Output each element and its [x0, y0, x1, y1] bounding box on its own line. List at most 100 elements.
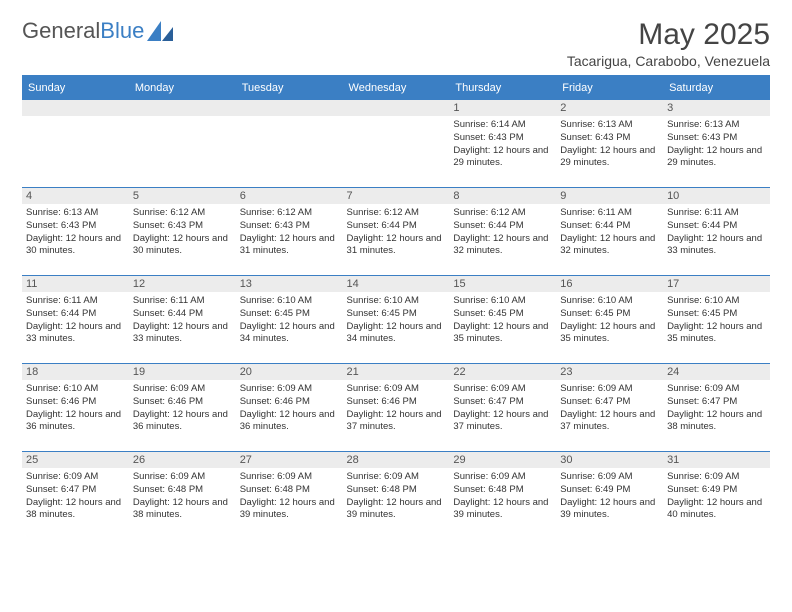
sunset-text: Sunset: 6:45 PM	[240, 308, 339, 321]
day-info: Sunrise: 6:09 AMSunset: 6:48 PMDaylight:…	[453, 471, 552, 522]
day-info: Sunrise: 6:09 AMSunset: 6:47 PMDaylight:…	[26, 471, 125, 522]
calendar-day-cell: 18 Sunrise: 6:10 AMSunset: 6:46 PMDayligh…	[22, 364, 129, 452]
calendar-day-cell	[236, 100, 343, 188]
daylight-text: Daylight: 12 hours and 39 minutes.	[453, 497, 552, 523]
calendar-day-cell: 15 Sunrise: 6:10 AMSunset: 6:45 PMDayligh…	[449, 276, 556, 364]
sunset-text: Sunset: 6:49 PM	[560, 484, 659, 497]
day-number: 18	[22, 364, 129, 380]
sunrise-text: Sunrise: 6:09 AM	[240, 383, 339, 396]
sunrise-text: Sunrise: 6:10 AM	[26, 383, 125, 396]
sunset-text: Sunset: 6:44 PM	[347, 220, 446, 233]
day-info: Sunrise: 6:10 AMSunset: 6:45 PMDaylight:…	[453, 295, 552, 346]
sunrise-text: Sunrise: 6:13 AM	[26, 207, 125, 220]
brand-part1: General	[22, 18, 100, 44]
day-number	[22, 100, 129, 116]
day-info: Sunrise: 6:09 AMSunset: 6:47 PMDaylight:…	[667, 383, 766, 434]
title-block: May 2025 Tacarigua, Carabobo, Venezuela	[567, 18, 770, 69]
weekday-header: Monday	[129, 77, 236, 100]
daylight-text: Daylight: 12 hours and 35 minutes.	[667, 321, 766, 347]
daylight-text: Daylight: 12 hours and 35 minutes.	[453, 321, 552, 347]
sail-icon	[147, 21, 173, 41]
weekday-header: Friday	[556, 77, 663, 100]
sunrise-text: Sunrise: 6:09 AM	[667, 383, 766, 396]
daylight-text: Daylight: 12 hours and 38 minutes.	[667, 409, 766, 435]
calendar-day-cell: 29 Sunrise: 6:09 AMSunset: 6:48 PMDayligh…	[449, 452, 556, 540]
sunset-text: Sunset: 6:44 PM	[667, 220, 766, 233]
weekday-header: Wednesday	[343, 77, 450, 100]
calendar-week-row: 25Sunrise: 6:09 AMSunset: 6:47 PMDayligh…	[22, 452, 770, 540]
weekday-header: Saturday	[663, 77, 770, 100]
calendar-day-cell: 1Sunrise: 6:14 AMSunset: 6:43 PMDaylight…	[449, 100, 556, 188]
sunset-text: Sunset: 6:43 PM	[453, 132, 552, 145]
day-info: Sunrise: 6:13 AMSunset: 6:43 PMDaylight:…	[26, 207, 125, 258]
calendar-day-cell	[22, 100, 129, 188]
calendar-day-cell: 25Sunrise: 6:09 AMSunset: 6:47 PMDayligh…	[22, 452, 129, 540]
calendar-day-cell: 3Sunrise: 6:13 AMSunset: 6:43 PMDaylight…	[663, 100, 770, 188]
day-number: 22	[449, 364, 556, 380]
day-info: Sunrise: 6:13 AMSunset: 6:43 PMDaylight:…	[667, 119, 766, 170]
day-number: 23	[556, 364, 663, 380]
day-number: 30	[556, 452, 663, 468]
calendar-day-cell: 8Sunrise: 6:12 AMSunset: 6:44 PMDaylight…	[449, 188, 556, 276]
header: GeneralBlue May 2025 Tacarigua, Carabobo…	[22, 18, 770, 69]
day-number: 29	[449, 452, 556, 468]
weekday-header: Thursday	[449, 77, 556, 100]
day-number: 19	[129, 364, 236, 380]
sunset-text: Sunset: 6:44 PM	[26, 308, 125, 321]
sunrise-text: Sunrise: 6:12 AM	[347, 207, 446, 220]
day-number: 1	[449, 100, 556, 116]
daylight-text: Daylight: 12 hours and 32 minutes.	[453, 233, 552, 259]
daylight-text: Daylight: 12 hours and 37 minutes.	[560, 409, 659, 435]
sunrise-text: Sunrise: 6:11 AM	[560, 207, 659, 220]
calendar-day-cell: 9Sunrise: 6:11 AMSunset: 6:44 PMDaylight…	[556, 188, 663, 276]
daylight-text: Daylight: 12 hours and 39 minutes.	[240, 497, 339, 523]
day-info: Sunrise: 6:09 AMSunset: 6:48 PMDaylight:…	[347, 471, 446, 522]
sunset-text: Sunset: 6:43 PM	[240, 220, 339, 233]
day-number: 20	[236, 364, 343, 380]
calendar-week-row: 18Sunrise: 6:10 AMSunset: 6:46 PMDayligh…	[22, 364, 770, 452]
day-info: Sunrise: 6:09 AMSunset: 6:47 PMDaylight:…	[453, 383, 552, 434]
sunset-text: Sunset: 6:44 PM	[560, 220, 659, 233]
daylight-text: Daylight: 12 hours and 29 minutes.	[667, 145, 766, 171]
day-number	[343, 100, 450, 116]
sunset-text: Sunset: 6:45 PM	[453, 308, 552, 321]
daylight-text: Daylight: 12 hours and 36 minutes.	[240, 409, 339, 435]
calendar-week-row: 11Sunrise: 6:11 AMSunset: 6:44 PMDayligh…	[22, 276, 770, 364]
day-info: Sunrise: 6:09 AMSunset: 6:47 PMDaylight:…	[560, 383, 659, 434]
sunrise-text: Sunrise: 6:09 AM	[453, 383, 552, 396]
sunset-text: Sunset: 6:43 PM	[133, 220, 232, 233]
day-info: Sunrise: 6:09 AMSunset: 6:49 PMDaylight:…	[560, 471, 659, 522]
calendar-day-cell: 5Sunrise: 6:12 AMSunset: 6:43 PMDaylight…	[129, 188, 236, 276]
calendar-head: Sunday Monday Tuesday Wednesday Thursday…	[22, 77, 770, 100]
calendar-day-cell: 7Sunrise: 6:12 AMSunset: 6:44 PMDaylight…	[343, 188, 450, 276]
sunrise-text: Sunrise: 6:09 AM	[133, 471, 232, 484]
day-number: 5	[129, 188, 236, 204]
sunset-text: Sunset: 6:49 PM	[667, 484, 766, 497]
sunrise-text: Sunrise: 6:12 AM	[240, 207, 339, 220]
calendar-day-cell: 30 Sunrise: 6:09 AMSunset: 6:49 PMDayligh…	[556, 452, 663, 540]
sunset-text: Sunset: 6:47 PM	[26, 484, 125, 497]
daylight-text: Daylight: 12 hours and 34 minutes.	[240, 321, 339, 347]
calendar-week-row: 4Sunrise: 6:13 AMSunset: 6:43 PMDaylight…	[22, 188, 770, 276]
sunset-text: Sunset: 6:46 PM	[347, 396, 446, 409]
day-number: 15	[449, 276, 556, 292]
daylight-text: Daylight: 12 hours and 33 minutes.	[26, 321, 125, 347]
sunset-text: Sunset: 6:43 PM	[26, 220, 125, 233]
day-number	[129, 100, 236, 116]
day-number: 12	[129, 276, 236, 292]
daylight-text: Daylight: 12 hours and 40 minutes.	[667, 497, 766, 523]
day-number: 21	[343, 364, 450, 380]
daylight-text: Daylight: 12 hours and 31 minutes.	[347, 233, 446, 259]
sunrise-text: Sunrise: 6:10 AM	[667, 295, 766, 308]
daylight-text: Daylight: 12 hours and 35 minutes.	[560, 321, 659, 347]
sunrise-text: Sunrise: 6:10 AM	[240, 295, 339, 308]
sunrise-text: Sunrise: 6:09 AM	[26, 471, 125, 484]
day-number: 14	[343, 276, 450, 292]
sunrise-text: Sunrise: 6:11 AM	[667, 207, 766, 220]
day-number: 26	[129, 452, 236, 468]
day-info: Sunrise: 6:12 AMSunset: 6:43 PMDaylight:…	[240, 207, 339, 258]
calendar-day-cell: 4Sunrise: 6:13 AMSunset: 6:43 PMDaylight…	[22, 188, 129, 276]
day-info: Sunrise: 6:10 AMSunset: 6:46 PMDaylight:…	[26, 383, 125, 434]
calendar-week-row: 1Sunrise: 6:14 AMSunset: 6:43 PMDaylight…	[22, 100, 770, 188]
day-info: Sunrise: 6:10 AMSunset: 6:45 PMDaylight:…	[560, 295, 659, 346]
